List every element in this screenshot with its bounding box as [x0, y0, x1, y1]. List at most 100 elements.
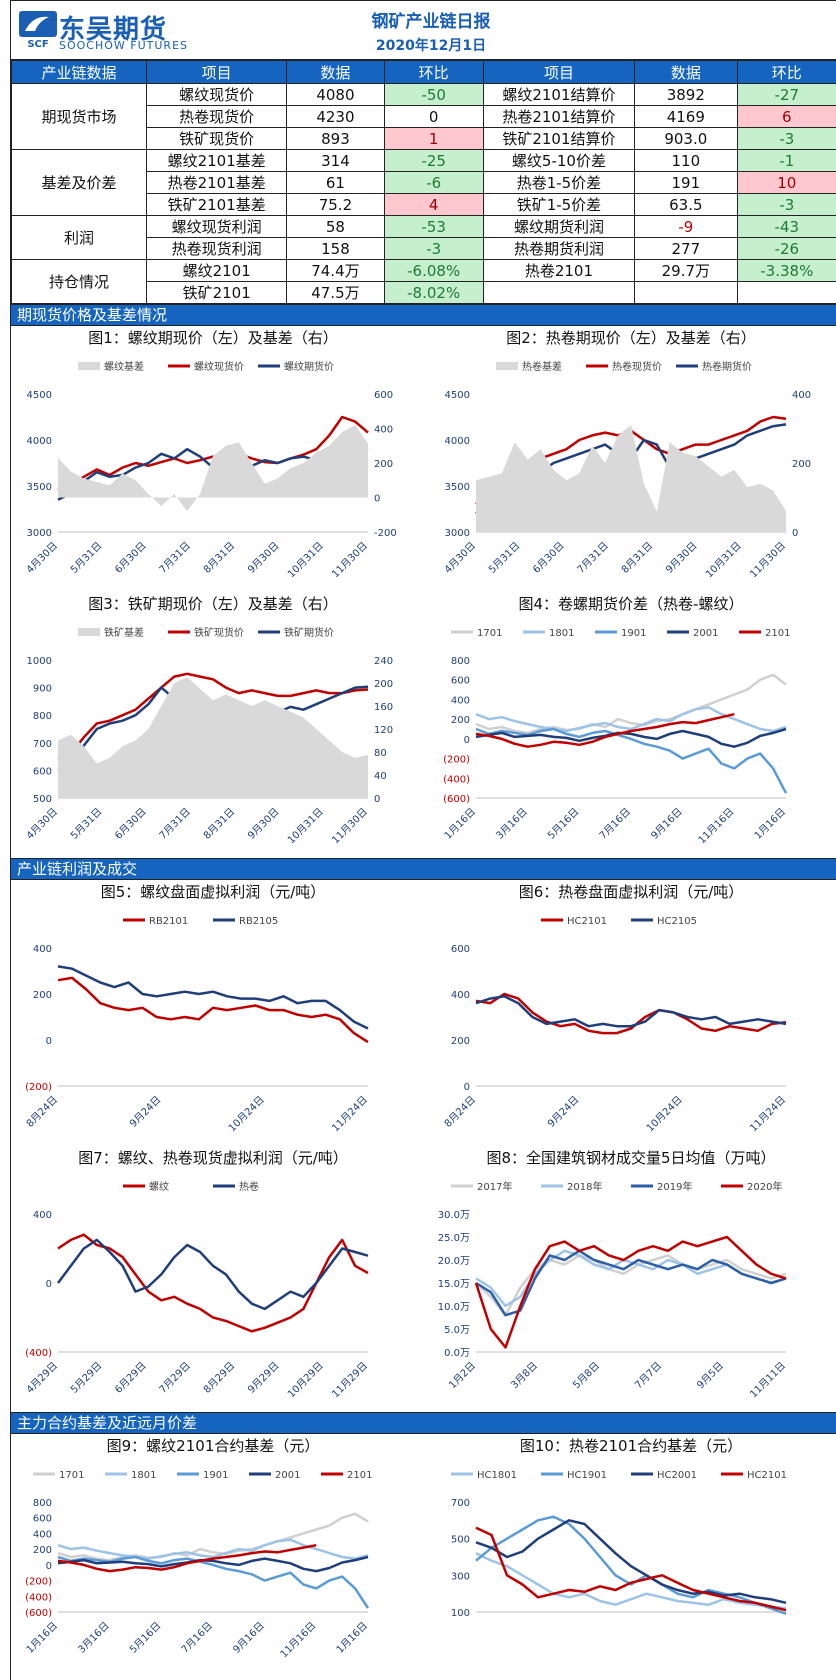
change-cell: -6: [383, 171, 484, 194]
legend-label: RB2105: [239, 916, 278, 927]
y-tick-label: 5.0万: [444, 1325, 470, 1336]
y-right-tick-label: 120: [374, 725, 393, 736]
legend-label: 1901: [203, 1470, 228, 1481]
section-title-prices: 期现货价格及基差情况: [11, 304, 836, 326]
y-right-tick-label: 200: [374, 459, 393, 470]
value-cell: 4230: [286, 105, 385, 128]
x-tick-label: 7月16日: [597, 806, 633, 842]
y-tick-label: 400: [451, 695, 470, 706]
x-tick-label: 1月16日: [442, 806, 478, 842]
y-tick-label: 3000: [445, 528, 470, 539]
change-cell: 10: [736, 171, 836, 194]
legend-label: 铁矿期货价: [284, 626, 334, 639]
series-line-0: [57, 1233, 369, 1333]
chart-c8: 图8：全国建筑钢材成交量5日均值（万吨） 2017年 2018年 2019年 2020年…: [431, 1148, 831, 1416]
logo-chinese-name: 东吴期货: [59, 15, 168, 45]
x-tick-label: 10月29日: [285, 1360, 326, 1401]
x-tick-label: 3月16日: [494, 806, 530, 842]
y-tick-label: 600: [451, 676, 470, 687]
y-tick-label: 200: [451, 715, 470, 726]
x-tick-label: 4月30日: [24, 540, 60, 576]
section-title-profit: 产业链利润及成交: [11, 858, 836, 880]
y-right-tick-label: 240: [374, 656, 393, 667]
chart-svg: 螺纹 热卷 400 0 (400)4月29日 5月29日 6月29日 7月29日 8月29日 9月…: [24, 1180, 370, 1401]
series-area-2: [58, 425, 368, 512]
x-tick-label: 7月29日: [157, 1360, 193, 1396]
value-cell: 191: [634, 171, 738, 194]
chart-c7: 图7：螺纹、热卷现货虚拟利润（元/吨） 螺纹 热卷 400 0 (400) 4月29日 5月2…: [13, 1148, 413, 1416]
x-tick-label: 11月16日: [278, 1620, 319, 1661]
header-cell: 项目: [482, 60, 636, 84]
legend-label: 2019年: [657, 1180, 692, 1193]
x-tick-label: 11月30日: [747, 540, 788, 581]
series-line-2: [57, 1555, 370, 1609]
change-cell: 0: [383, 105, 484, 128]
soochow-logo-icon: SCF: [19, 11, 57, 49]
y-tick-label: 500: [33, 794, 52, 805]
series-line-1: [475, 1515, 787, 1615]
x-tick-label: 1月16日: [24, 1620, 60, 1656]
legend-label: 铁矿现货价: [194, 626, 244, 639]
y-tick-label: 4500: [27, 390, 52, 401]
chart-svg: 螺纹基差 螺纹现货价 螺纹期货价 4500 4000 3500 3000 600 400 200 0…: [24, 360, 397, 580]
y-tick-label: (400): [443, 774, 470, 785]
x-tick-label: 1月16日: [334, 1620, 370, 1656]
chart-title: 图1：螺纹期现价（左）及基差（右）: [88, 329, 338, 347]
section-title-basis: 主力合约基差及近远月价差: [11, 1412, 836, 1434]
change-cell: 4: [383, 193, 484, 216]
y-tick-label: 300: [451, 1571, 470, 1582]
legend-label: 1801: [549, 628, 574, 639]
y-tick-label: 3500: [27, 482, 52, 493]
x-tick-label: 8月24日: [442, 1094, 478, 1130]
y-tick-label: 4500: [445, 390, 470, 401]
x-tick-label: 5月16日: [127, 1620, 163, 1656]
y-tick-label: 400: [33, 1210, 52, 1221]
change-cell: -25: [383, 149, 484, 172]
item-cell: 热卷2101基差: [145, 171, 288, 194]
y-tick-label: 4000: [27, 436, 52, 447]
change-cell: -3: [383, 237, 484, 260]
change-cell: -8.02%: [383, 281, 484, 304]
series-line-2: [475, 1519, 787, 1605]
legend-label: 螺纹: [149, 1180, 169, 1193]
chart-legend: 2017年 2018年 2019年 2020年: [451, 1180, 782, 1193]
value-cell: 110: [634, 149, 738, 172]
y-tick-label: 600: [33, 1514, 52, 1525]
x-tick-label: 6月30日: [113, 540, 149, 576]
change-cell: -43: [736, 215, 836, 238]
x-tick-label: 8月29日: [201, 1360, 237, 1396]
y-right-tick-label: 400: [792, 390, 811, 401]
value-cell: [634, 281, 738, 304]
y-tick-label: 400: [33, 1529, 52, 1540]
y-tick-label: 0: [464, 735, 470, 746]
series-area-2: [58, 677, 368, 798]
x-tick-label: 11月30日: [329, 806, 370, 847]
y-right-tick-label: 200: [792, 459, 811, 470]
y-tick-label: 600: [33, 766, 52, 777]
item-cell: 热卷期货利润: [482, 237, 636, 260]
chart-legend: RB2101 RB2105: [123, 916, 278, 927]
x-tick-label: 9月24日: [545, 1094, 581, 1130]
x-tick-label: 9月30日: [245, 540, 281, 576]
y-tick-label: 0: [46, 1561, 52, 1572]
series-line-1: [475, 995, 787, 1028]
table-row: 热卷2101基差 61 -6 热卷1-5价差 191 10: [12, 171, 836, 194]
value-cell: 4169: [634, 105, 738, 128]
legend-label: 2101: [347, 1470, 372, 1481]
chart-legend: 铁矿基差 铁矿现货价 铁矿期货价: [78, 626, 334, 639]
y-tick-label: 3000: [27, 528, 52, 539]
x-tick-label: 9月16日: [649, 806, 685, 842]
header-cell: 数据: [286, 60, 385, 84]
x-tick-label: 11月11日: [747, 1360, 788, 1401]
x-tick-label: 11月24日: [329, 1094, 370, 1135]
value-cell: 4080: [286, 83, 385, 106]
group-label: 持仓情况: [11, 259, 147, 304]
table-row: 铁矿2101 47.5万 -8.02%: [12, 281, 836, 304]
chart-svg: 1701 1801 1901 2001 2101 800 600 400 200 0 (200) (4…: [442, 628, 790, 846]
y-tick-label: 4000: [445, 436, 470, 447]
report-header: SCF 东吴期货 SOOCHOW FUTURES 钢矿产业链日报 2020年12…: [11, 0, 836, 60]
change-cell: [736, 281, 836, 304]
table-row: 期现货市场 螺纹现货价 4080 -50 螺纹2101结算价 3892 -27: [11, 83, 836, 150]
legend-label: 2001: [693, 628, 718, 639]
y-tick-label: (600): [25, 1608, 52, 1619]
